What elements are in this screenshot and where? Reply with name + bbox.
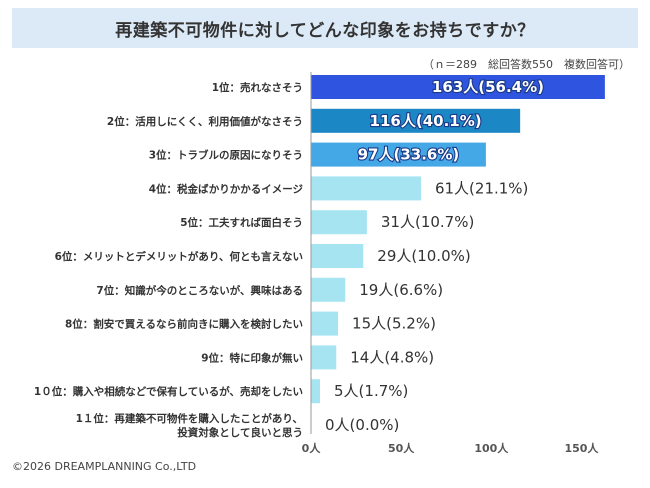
category-label-line: 1１位：再建築不可物件を購入したことがあり、	[76, 412, 303, 425]
x-tick-label: 50人	[388, 441, 415, 455]
value-label: 19人(6.6%)	[359, 281, 443, 299]
value-label: 5人(1.7%)	[334, 382, 408, 400]
x-tick-label: 0人	[302, 441, 322, 455]
value-label: 163人(56.4%)	[432, 78, 544, 96]
bar	[311, 277, 346, 302]
value-label: 31人(10.7%)	[381, 213, 474, 231]
bar	[311, 345, 337, 370]
sample-note: （ｎ＝289 総回答数550 複数回答可）	[423, 58, 630, 71]
category-label: 5位：工夫すれば面白そう	[180, 216, 303, 229]
value-label: 97人(33.6%)	[358, 146, 460, 164]
category-label: 1位：売れなさそう	[212, 81, 303, 94]
category-label: 2位：活用しにくく、利用価値がなさそう	[107, 115, 303, 128]
category-label: 6位：メリットとデメリットがあり、何とも言えない	[55, 250, 303, 263]
x-tick-label: 100人	[474, 441, 509, 455]
bar	[311, 108, 521, 133]
bar	[311, 75, 605, 99]
bar	[311, 244, 364, 268]
category-label: 3位：トラブルの原因になりそう	[149, 149, 303, 162]
value-label: 14人(4.8%)	[350, 348, 434, 366]
bar	[311, 379, 321, 404]
category-label: 4位：税金ばかりかかるイメージ	[149, 182, 304, 195]
category-label: 9位：特に印象が無い	[201, 351, 303, 364]
value-label: 15人(5.2%)	[352, 315, 436, 333]
category-label: 1０位：購入や相続などで保有しているが、売却をしたい	[34, 385, 303, 398]
category-label: 1１位：再建築不可物件を購入したことがあり、投資対象として良いと思う	[76, 412, 303, 439]
category-label-line: 投資対象として良いと思う	[177, 426, 303, 439]
value-label: 29人(10.0%)	[377, 247, 470, 265]
chart-title: 再建築不可物件に対してどんな印象をお持ちですか？	[115, 20, 535, 41]
x-tick-label: 150人	[564, 441, 599, 455]
bar	[311, 311, 339, 336]
category-label: 8位：割安で買えるなら前向きに購入を検討したい	[65, 318, 303, 331]
copyright-text: ©2026 DREAMPLANNING Co.,LTD	[12, 460, 197, 473]
title-band: 再建築不可物件に対してどんな印象をお持ちですか？	[12, 8, 638, 48]
value-label: 116人(40.1%)	[370, 112, 482, 130]
bar	[311, 210, 367, 235]
value-label: 0人(0.0%)	[325, 416, 399, 434]
bar	[311, 142, 486, 167]
category-label: 7位：知識が今のところないが、興味はある	[96, 284, 303, 297]
bar	[311, 176, 421, 201]
value-label: 61人(21.1%)	[435, 179, 528, 197]
